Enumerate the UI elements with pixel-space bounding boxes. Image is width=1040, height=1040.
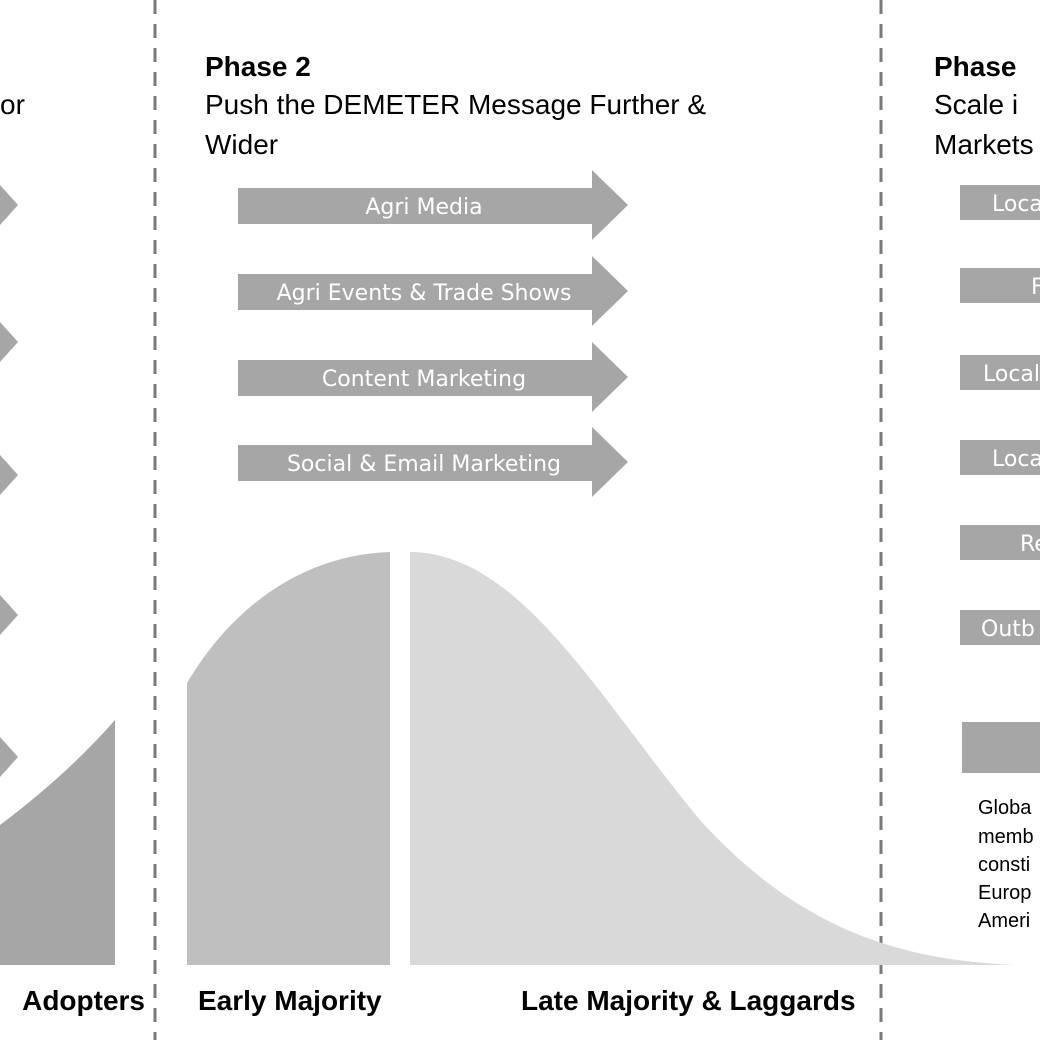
note-line: Europ [978,882,1031,904]
channel-label: Re [1020,532,1040,557]
phase1-title: or [0,89,25,120]
curve-late-majority [410,552,1015,965]
note-line: Globa [978,797,1032,819]
note-line: consti [978,854,1030,876]
channel-label: Outb [981,617,1035,642]
note-line: Ameri [978,910,1030,932]
curve-early-adopters [0,720,115,965]
stage-label: Adopters [22,985,145,1016]
stage-label: Late Majority & Laggards [521,985,856,1016]
channel-label: Content Marketing [322,367,526,392]
channel-label: Social & Email Marketing [287,452,561,477]
phase3-boxes [960,185,1040,773]
phase-subtitle: Push the DEMETER Message Further & [205,89,706,120]
stage-label: Early Majority [198,985,382,1016]
phase-heading: Phase [934,51,1017,82]
channel-label: Local [983,362,1040,387]
phase-subtitle: Scale i [934,89,1018,120]
phase1-arrows [0,185,18,777]
channel-label: F [1031,275,1040,300]
phase-heading: Phase 2 [205,51,311,82]
channel-label: Loca [992,192,1040,217]
channel-label: Loca [992,447,1040,472]
phase-subtitle: Markets [934,129,1034,160]
phase2-arrows [238,170,628,497]
channel-label: Agri Events & Trade Shows [277,281,572,306]
note-line: memb [978,826,1034,848]
curve-early-majority [187,552,390,965]
channel-label: Agri Media [365,195,482,220]
phase-subtitle: Wider [205,129,278,160]
